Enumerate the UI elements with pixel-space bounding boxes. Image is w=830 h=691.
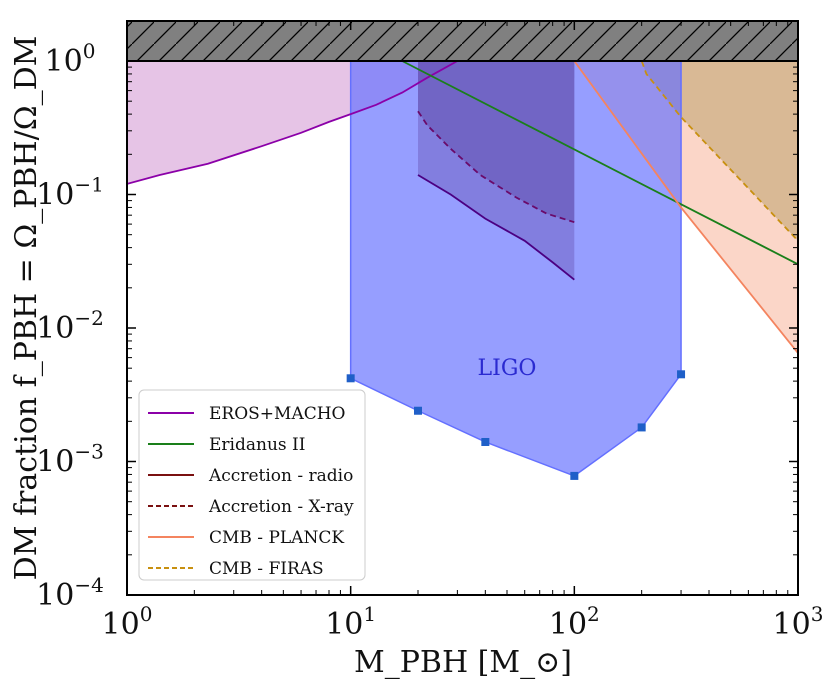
y-tick-label: 10−3	[36, 440, 104, 480]
legend-label: Eridanus II	[209, 435, 305, 455]
x-tick-label: 103	[773, 602, 824, 642]
excluded-band	[127, 21, 798, 61]
ligo-point	[677, 370, 686, 379]
legend-label: Accretion - X-ray	[208, 497, 354, 517]
ligo-point	[637, 423, 646, 432]
legend: EROS+MACHO Eridanus II Accretion - radio Ac…	[138, 389, 366, 581]
x-axis-title: M_PBH [M_⊙]	[354, 645, 572, 680]
y-axis-title: DM fraction f_PBH = Ω_PBH/Ω_DM	[9, 36, 44, 581]
x-tick-label: 102	[549, 602, 600, 642]
plot-area	[127, 21, 798, 480]
legend-label: Accretion - radio	[208, 466, 353, 486]
plot-frame	[126, 20, 799, 596]
x-tick-label: 100	[102, 602, 153, 642]
ligo-point	[413, 406, 422, 415]
curve-cmb-planck	[573, 60, 798, 354]
y-tick-label: 10−4	[36, 573, 104, 613]
curve-eros-macho	[127, 60, 458, 185]
legend-label: CMB - FIRAS	[209, 559, 324, 579]
legend-label: CMB - PLANCK	[209, 528, 344, 548]
y-tick-label: 100	[45, 39, 96, 79]
ligo-label: LIGO	[478, 356, 537, 381]
y-tick-label: 10−1	[36, 173, 104, 213]
accretion-xray-region	[417, 61, 575, 223]
legend-box	[138, 389, 366, 581]
legend-label: EROS+MACHO	[209, 404, 346, 424]
y-tick-label: 10−2	[36, 306, 104, 346]
x-tick-label: 101	[325, 602, 376, 642]
accretion-radio-region	[417, 61, 575, 280]
curve-accretion-radio	[417, 174, 575, 281]
curve-cmb-firas	[640, 60, 798, 242]
axis-ticks: 100 101 102 103 10−4 10−3 10−2 10−1 100	[36, 20, 824, 642]
ligo-point	[346, 374, 355, 383]
curve-eridanus-ii	[401, 60, 798, 266]
ligo-point	[481, 437, 490, 446]
ligo-point	[570, 471, 579, 480]
